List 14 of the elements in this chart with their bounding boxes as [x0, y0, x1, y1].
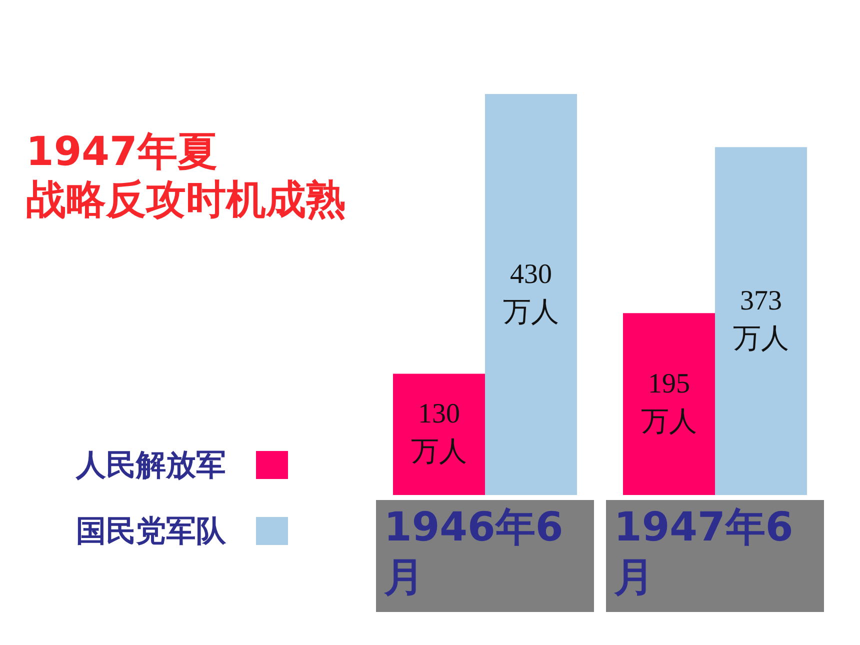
legend-label: 人民解放军	[76, 446, 226, 484]
bar	[623, 313, 715, 495]
bar	[715, 147, 807, 495]
data-label: 195 万人	[641, 368, 697, 438]
data-label: 373 万人	[733, 285, 789, 354]
x-tick-label: 1946年6月	[383, 504, 564, 600]
bar	[485, 94, 577, 495]
bar	[393, 374, 485, 495]
legend-label: 国民党军队	[76, 512, 226, 550]
text: 战略反攻时机成熟	[26, 176, 346, 224]
text: 1947年夏	[26, 128, 218, 176]
data-label: 430 万人	[503, 258, 559, 328]
data-label: 130 万人	[411, 398, 467, 468]
x-tick-label: 1947年6月	[613, 504, 794, 600]
